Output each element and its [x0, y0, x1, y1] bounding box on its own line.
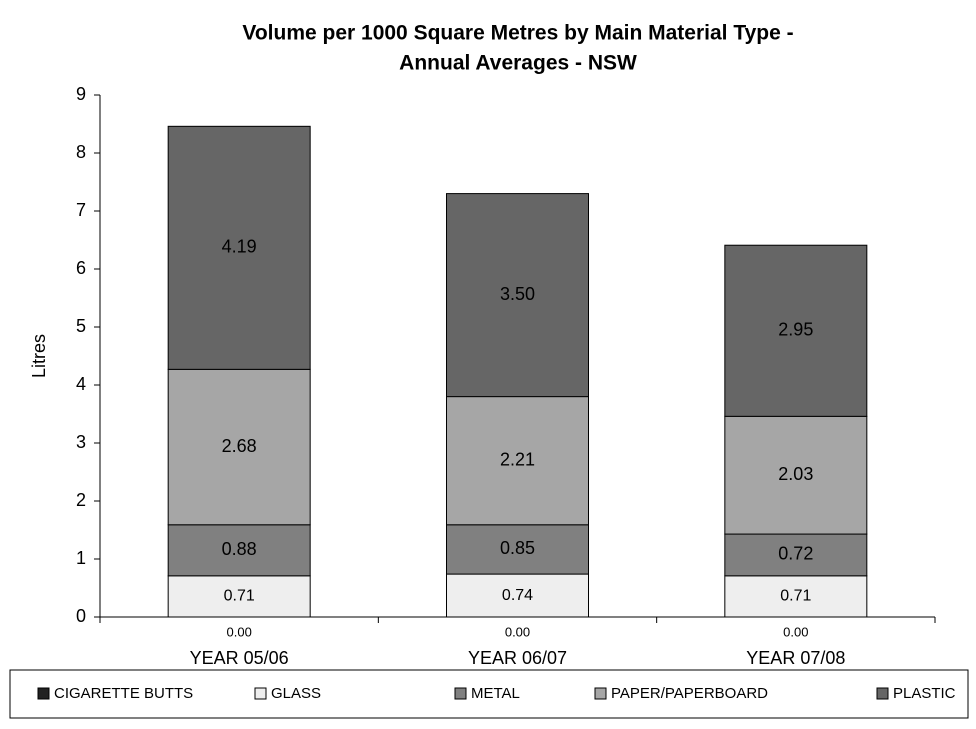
legend-label: GLASS — [271, 685, 321, 702]
bar-segment — [724, 533, 868, 577]
bar-segment — [724, 415, 868, 535]
data-label: 0.71 — [224, 588, 255, 605]
x-tick-label: YEAR 07/08 — [746, 648, 845, 668]
data-label: 0.00 — [783, 624, 808, 639]
legend-label: PLASTIC — [893, 685, 956, 702]
y-tick-label: 1 — [76, 548, 86, 568]
data-label: 0.74 — [502, 587, 533, 604]
bar-segment — [167, 125, 311, 370]
y-tick-label: 0 — [76, 606, 86, 626]
y-tick-label: 8 — [76, 142, 86, 162]
legend-label: CIGARETTE BUTTS — [54, 685, 193, 702]
bar-segment — [724, 244, 868, 417]
bar-segment — [167, 524, 311, 577]
y-tick-label: 2 — [76, 490, 86, 510]
legend-box — [9, 669, 969, 719]
legend-swatch — [254, 687, 267, 700]
legend-swatch — [37, 687, 50, 700]
x-tick-label: YEAR 06/07 — [468, 648, 567, 668]
legend-label: PAPER/PAPERBOARD — [611, 685, 768, 702]
y-tick-label: 6 — [76, 258, 86, 278]
y-tick-label: 5 — [76, 316, 86, 336]
bar-segment — [724, 575, 868, 618]
data-label: 2.95 — [778, 320, 813, 340]
data-label: 0.71 — [780, 588, 811, 605]
bar-segment — [446, 396, 589, 526]
bar-segment — [446, 573, 589, 618]
data-label: 2.03 — [778, 464, 813, 484]
bar-segment — [446, 193, 589, 398]
y-tick-label: 3 — [76, 432, 86, 452]
data-label: 4.19 — [222, 237, 257, 257]
data-label: 0.88 — [222, 539, 257, 559]
legend-swatch — [454, 687, 467, 700]
legend-swatch — [876, 687, 889, 700]
data-label: 0.00 — [505, 624, 530, 639]
chart-subtitle: Annual Averages - NSW — [399, 52, 637, 75]
chart-title: Volume per 1000 Square Metres by Main Ma… — [242, 22, 793, 45]
x-tick-label: YEAR 05/06 — [190, 648, 289, 668]
data-label: 3.50 — [500, 284, 535, 304]
bar-segment — [167, 575, 311, 618]
y-axis-label: Litres — [29, 334, 49, 378]
data-label: 0.72 — [778, 544, 813, 564]
y-tick-label: 7 — [76, 200, 86, 220]
data-label: 2.21 — [500, 449, 535, 469]
data-label: 2.68 — [222, 436, 257, 456]
y-tick-label: 4 — [76, 374, 86, 394]
data-label: 0.00 — [227, 624, 252, 639]
bar-segment — [167, 368, 311, 526]
y-tick-label: 9 — [76, 84, 86, 104]
data-label: 0.85 — [500, 538, 535, 558]
legend-label: METAL — [471, 685, 520, 702]
legend-swatch — [594, 687, 607, 700]
